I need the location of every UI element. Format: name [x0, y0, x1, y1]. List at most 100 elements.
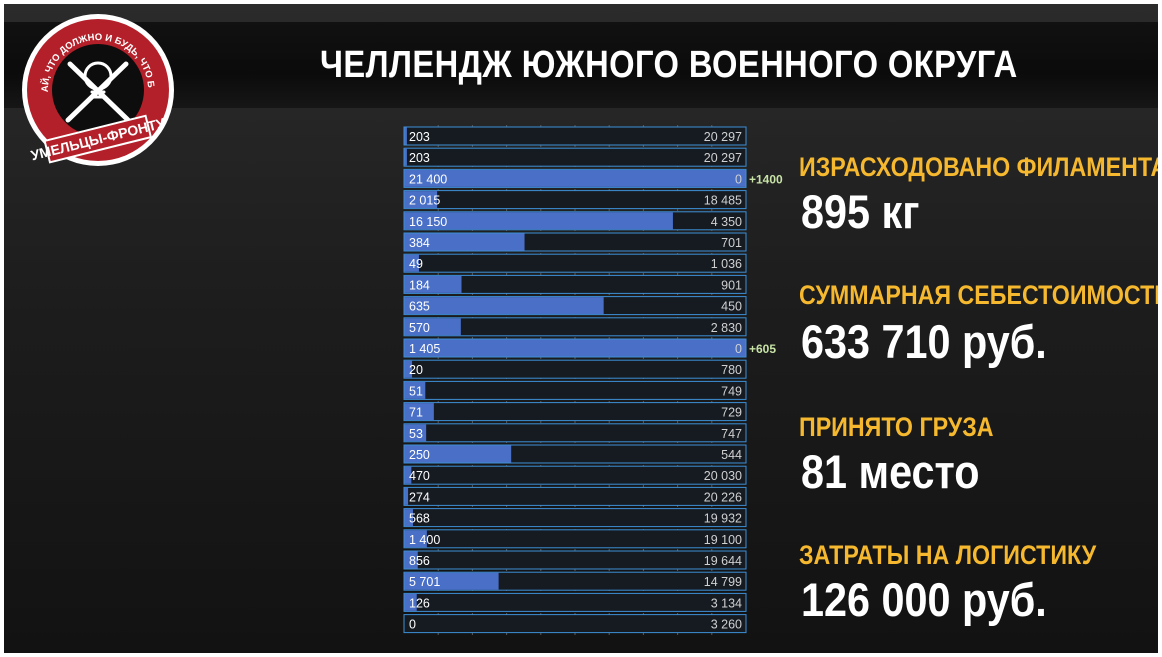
bar-done: [404, 127, 407, 145]
done-value-label: 5 701: [409, 575, 440, 589]
bar-done: [404, 466, 412, 484]
bar-done: [404, 360, 413, 378]
done-value-label: 16 150: [409, 215, 447, 229]
done-value-label: 203: [409, 151, 430, 165]
done-value-label: 51: [409, 384, 423, 398]
done-value-label: 250: [409, 448, 430, 462]
stat-cost-label: СУММАРНАЯ СЕБЕСТОИМОСТЬ: [799, 280, 1158, 310]
done-value-label: 71: [409, 406, 423, 420]
bar-done: [404, 318, 461, 336]
bar-done: [404, 381, 426, 399]
remaining-value-label: 3 134: [711, 596, 742, 610]
page-title: ЧЕЛЛЕНДЖ ЮЖНОГО ВОЕННОГО ОКРУГА: [320, 44, 1018, 86]
remaining-value-label: 14 799: [704, 575, 742, 589]
bar-done: [404, 403, 434, 421]
bar-done: [404, 551, 418, 569]
remaining-value-label: 4 350: [711, 215, 742, 229]
title-band: [4, 22, 1158, 108]
remaining-value-label: 19 932: [704, 512, 742, 526]
done-value-label: 0: [409, 618, 416, 632]
remaining-value-label: 18 485: [704, 194, 742, 208]
bar-track: [403, 508, 747, 528]
bar-done: [404, 593, 417, 611]
bar-track: [403, 190, 747, 210]
bar-track: [403, 317, 747, 337]
remaining-value-label: 1 036: [711, 257, 742, 271]
bar-done: [404, 339, 746, 357]
bar-done: [404, 212, 673, 230]
bar-track: [403, 274, 747, 294]
slide-canvas: ЧЕЛЛЕНДЖ ЮЖНОГО ВОЕННОГО ОКРУГА ДЕЛАЙ, Ч…: [4, 4, 1158, 653]
bar-track: [403, 423, 747, 443]
remaining-value-label: 20 297: [704, 151, 742, 165]
bar-done: [404, 509, 413, 527]
remaining-value-label: 747: [721, 427, 742, 441]
done-value-label: 2 015: [409, 194, 440, 208]
remaining-value-label: 0: [735, 172, 742, 186]
done-value-label: 570: [409, 321, 430, 335]
extra-label: +1400: [749, 172, 783, 186]
bar-track: [403, 592, 747, 612]
done-value-label: 384: [409, 236, 430, 250]
stat-filament-label: ИЗРАСХОДОВАНО ФИЛАМЕНТА: [799, 152, 1158, 182]
bar-done: [404, 275, 462, 293]
bar-track: [403, 529, 747, 549]
done-value-label: 126: [409, 596, 430, 610]
remaining-value-label: 2 830: [711, 321, 742, 335]
bar-done: [404, 191, 438, 209]
stat-cost-value: 633 710 руб.: [801, 315, 1047, 368]
remaining-value-label: 544: [721, 448, 742, 462]
bar-done: [404, 297, 604, 315]
done-value-label: 470: [409, 469, 430, 483]
done-value-label: 21 400: [409, 172, 447, 186]
done-value-label: 53: [409, 427, 423, 441]
remaining-value-label: 20 226: [704, 490, 742, 504]
remaining-value-label: 701: [721, 236, 742, 250]
bar-done: [404, 169, 746, 187]
stat-logistics-value: 126 000 руб.: [801, 573, 1047, 626]
done-value-label: 49: [409, 257, 423, 271]
done-value-label: 568: [409, 512, 430, 526]
bar-done: [404, 424, 427, 442]
bar-track: [403, 380, 747, 400]
remaining-value-label: 780: [721, 363, 742, 377]
bar-track: [403, 126, 747, 146]
bar-done: [404, 148, 407, 166]
remaining-value-label: 729: [721, 406, 742, 420]
done-value-label: 203: [409, 130, 430, 144]
stat-cargo-value: 81 место: [801, 445, 980, 498]
bar-track: [403, 253, 747, 273]
remaining-value-label: 450: [721, 300, 742, 314]
done-value-label: 856: [409, 554, 430, 568]
bar-track: [403, 486, 747, 506]
bar-track: [403, 465, 747, 485]
stat-cargo-label: ПРИНЯТО ГРУЗА: [799, 412, 994, 442]
bar-track: [403, 147, 747, 167]
logo-emblem: ДЕЛАЙ, ЧТО ДОЛЖНО И БУДЬ, ЧТО БУДЕТ УМЕЛ…: [20, 12, 174, 166]
remaining-value-label: 20 030: [704, 469, 742, 483]
remaining-value-label: 0: [735, 342, 742, 356]
extra-label: +605: [749, 342, 776, 356]
remaining-value-label: 901: [721, 278, 742, 292]
lightbulb-tools-icon: [65, 61, 131, 123]
done-value-label: 20: [409, 363, 423, 377]
remaining-value-label: 19 644: [704, 554, 742, 568]
bar-done: [404, 572, 499, 590]
stat-filament-value: 895 кг: [801, 185, 920, 238]
done-value-label: 274: [409, 490, 430, 504]
bar-done: [404, 487, 409, 505]
bar-done: [404, 254, 419, 272]
bar-track: [403, 614, 747, 634]
bar-track: [403, 359, 747, 379]
bar-done: [404, 445, 512, 463]
remaining-value-label: 19 100: [704, 533, 742, 547]
bar-done: [404, 233, 525, 251]
done-value-label: 635: [409, 300, 430, 314]
bar-track: [403, 550, 747, 570]
bar-track: [403, 402, 747, 422]
stat-logistics-label: ЗАТРАТЫ НА ЛОГИСТИКУ: [799, 540, 1097, 570]
remaining-value-label: 20 297: [704, 130, 742, 144]
progress-bar-chart: 203 20 297 203 20 297 21 400 0 2 015 18 485 16 1…: [403, 125, 783, 636]
bar-done: [404, 530, 427, 548]
done-value-label: 1 400: [409, 533, 440, 547]
